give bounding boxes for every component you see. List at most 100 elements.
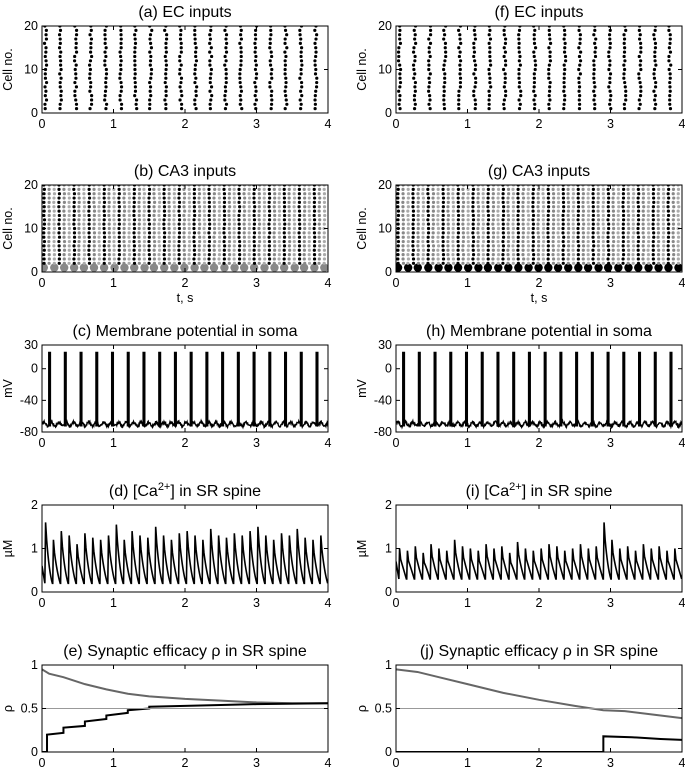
plot-area [396, 522, 682, 580]
raster-dot [577, 67, 581, 72]
raster-dot [212, 253, 216, 257]
raster-dot [167, 244, 171, 248]
raster-dot [119, 28, 123, 32]
raster-dot [102, 213, 107, 218]
raster-dot [526, 187, 531, 191]
raster-dot [621, 253, 626, 257]
raster-dot [77, 205, 81, 209]
raster-dot [52, 200, 56, 204]
raster-dot [247, 253, 251, 257]
raster-dot [277, 205, 281, 209]
raster-dot [471, 235, 475, 239]
raster-dot [52, 226, 57, 231]
raster-dot [317, 231, 321, 235]
raster-dot [397, 46, 401, 50]
raster-dot [591, 209, 595, 213]
raster-dot [67, 192, 71, 196]
raster-dot [163, 54, 167, 59]
raster-dot [42, 200, 46, 204]
raster-dot [488, 76, 492, 80]
raster-dot [97, 218, 101, 222]
y-tick-label: -40 [20, 393, 38, 407]
raster-dot [44, 28, 48, 32]
raster-dot [227, 209, 231, 213]
raster-dot [207, 231, 211, 235]
raster-dot [318, 196, 322, 200]
raster-dot [74, 85, 79, 89]
raster-dot [192, 200, 196, 204]
raster-dot [207, 239, 212, 244]
raster-dot [133, 85, 137, 89]
raster-dot [547, 28, 551, 32]
raster-dot [592, 76, 596, 80]
raster-dot [622, 41, 626, 46]
raster-dot [232, 213, 236, 218]
raster-dot [608, 98, 612, 102]
raster-dot [451, 196, 455, 200]
plot-area [396, 26, 673, 111]
raster-dot [601, 222, 605, 226]
raster-dot [242, 257, 246, 261]
raster-dot [566, 244, 571, 248]
raster-dot [282, 196, 286, 200]
raster-dot [671, 222, 676, 226]
raster-dot [238, 80, 242, 85]
raster-dot [616, 222, 620, 226]
raster-dot [446, 257, 451, 261]
raster-dot [471, 187, 476, 191]
raster-dot [72, 192, 77, 196]
raster-dot [571, 213, 576, 218]
raster-dot [637, 192, 641, 196]
raster-dot [318, 226, 322, 231]
raster-dot [436, 205, 440, 209]
raster-dot [624, 89, 628, 93]
raster-dot [428, 54, 432, 59]
raster-dot [167, 192, 171, 196]
raster-dot [257, 261, 261, 265]
raster-dot [556, 218, 560, 222]
raster-dot [531, 218, 535, 222]
raster-dot [312, 205, 316, 209]
raster-dot [456, 248, 460, 252]
raster-dot [511, 244, 515, 248]
raster-dot [621, 209, 626, 213]
raster-dot [626, 222, 630, 226]
raster-dot [527, 218, 531, 222]
raster-dot [263, 244, 267, 248]
raster-dot [302, 244, 306, 248]
spike [110, 351, 115, 427]
y-tick-label: 20 [24, 19, 38, 33]
raster-dot [227, 231, 232, 235]
raster-dot [87, 235, 91, 239]
raster-dot [312, 226, 316, 231]
raster-dot [532, 80, 537, 85]
raster-dot [651, 209, 655, 213]
x-tick-label: 2 [182, 756, 189, 768]
raster-dot [89, 102, 94, 106]
raster-dot [122, 226, 126, 231]
raster-dot [571, 205, 576, 209]
raster-dot [481, 253, 485, 257]
raster-dot [193, 253, 197, 257]
raster-dot [403, 263, 413, 272]
raster-dot [322, 261, 326, 265]
raster-dot [606, 192, 611, 196]
raster-dot [466, 213, 470, 218]
raster-dot [212, 222, 217, 226]
raster-dot [421, 213, 425, 218]
raster-dot [578, 63, 582, 67]
raster-dot [581, 187, 585, 191]
raster-dot [491, 218, 495, 222]
raster-dot [122, 209, 127, 213]
raster-dot [506, 213, 510, 218]
raster-dot [653, 41, 658, 46]
raster-dot [157, 196, 162, 200]
raster-dot [501, 222, 505, 226]
raster-dot [177, 248, 181, 252]
raster-dot [401, 187, 405, 191]
raster-dot [651, 218, 655, 222]
raster-dot [662, 261, 666, 265]
raster-dot [666, 218, 670, 222]
raster-dot [506, 231, 511, 235]
raster-dot [406, 261, 410, 265]
